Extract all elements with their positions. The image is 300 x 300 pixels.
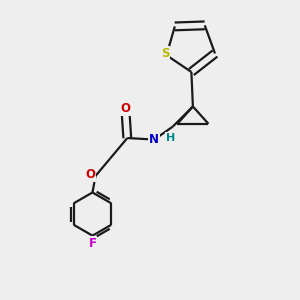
Text: H: H [166, 133, 176, 143]
Text: O: O [85, 168, 95, 181]
Text: S: S [161, 47, 169, 60]
Text: N: N [149, 133, 159, 146]
Text: O: O [121, 102, 131, 116]
Text: F: F [88, 237, 97, 250]
